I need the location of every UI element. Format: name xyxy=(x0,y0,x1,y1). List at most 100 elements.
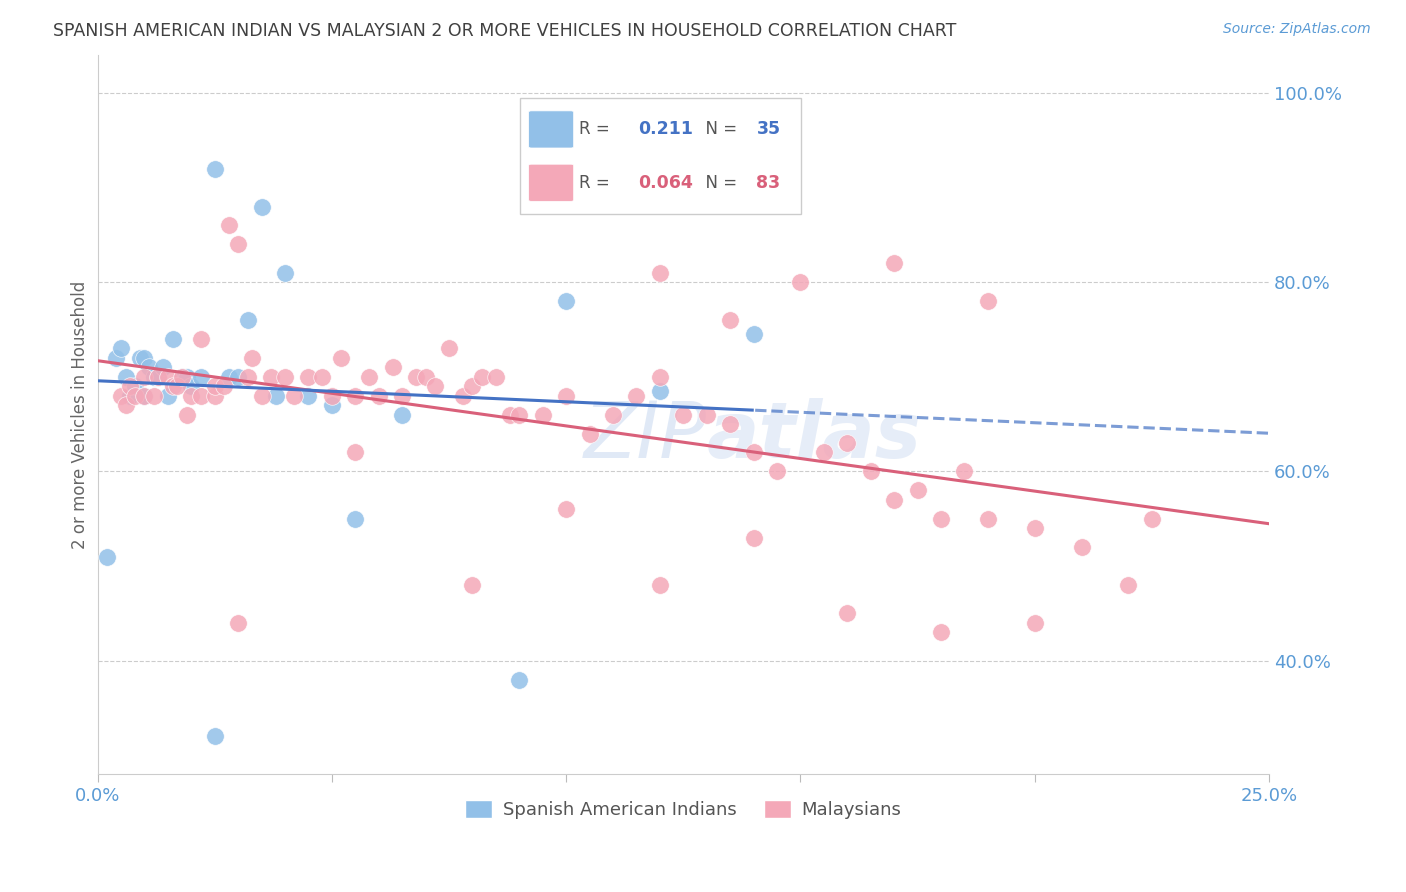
Point xyxy=(359,369,381,384)
Point xyxy=(142,369,165,384)
Point xyxy=(134,369,156,384)
Point xyxy=(204,161,226,176)
Point xyxy=(531,408,554,422)
Point xyxy=(344,389,367,403)
Point xyxy=(250,200,273,214)
Point xyxy=(461,578,484,592)
Point xyxy=(883,492,905,507)
Text: SPANISH AMERICAN INDIAN VS MALAYSIAN 2 OR MORE VEHICLES IN HOUSEHOLD CORRELATION: SPANISH AMERICAN INDIAN VS MALAYSIAN 2 O… xyxy=(53,22,957,40)
Point xyxy=(648,384,671,398)
Point xyxy=(1140,511,1163,525)
Point xyxy=(1024,521,1046,535)
Point xyxy=(813,445,835,459)
Point xyxy=(283,389,305,403)
Point xyxy=(96,549,118,564)
Point xyxy=(156,369,179,384)
Point xyxy=(344,511,367,525)
Point xyxy=(499,408,522,422)
Point xyxy=(204,729,226,743)
Point xyxy=(977,511,1000,525)
Text: 0.211: 0.211 xyxy=(638,120,693,138)
Point xyxy=(555,294,578,309)
Point xyxy=(344,445,367,459)
Point xyxy=(148,369,170,384)
Point xyxy=(128,351,150,365)
Point xyxy=(180,379,202,393)
Point xyxy=(134,389,156,403)
Point xyxy=(311,369,333,384)
Point xyxy=(330,351,353,365)
Text: Source: ZipAtlas.com: Source: ZipAtlas.com xyxy=(1223,22,1371,37)
Point xyxy=(152,360,174,375)
Point xyxy=(555,389,578,403)
Point xyxy=(555,502,578,516)
Point xyxy=(437,342,460,356)
Point xyxy=(212,379,235,393)
Point xyxy=(508,673,530,687)
Point xyxy=(148,369,170,384)
Point xyxy=(766,464,789,478)
Point xyxy=(166,379,188,393)
Point xyxy=(602,408,624,422)
Point xyxy=(742,445,765,459)
Point xyxy=(138,360,160,375)
Point xyxy=(180,389,202,403)
Point xyxy=(124,389,146,403)
Point xyxy=(120,389,142,403)
Point xyxy=(423,379,446,393)
Text: N =: N = xyxy=(695,174,742,192)
Point xyxy=(451,389,474,403)
Point xyxy=(321,389,343,403)
FancyBboxPatch shape xyxy=(529,164,574,202)
Text: ZIP: ZIP xyxy=(583,398,707,475)
Point xyxy=(274,369,297,384)
Point xyxy=(190,369,212,384)
Point xyxy=(1118,578,1140,592)
Point xyxy=(297,369,319,384)
Text: 0.064: 0.064 xyxy=(638,174,693,192)
Point xyxy=(405,369,427,384)
Point xyxy=(471,369,494,384)
Point xyxy=(236,313,259,327)
Point xyxy=(226,369,249,384)
Text: R =: R = xyxy=(579,120,616,138)
Point xyxy=(204,389,226,403)
Point xyxy=(124,379,146,393)
Point xyxy=(190,389,212,403)
Point xyxy=(162,332,184,346)
Point xyxy=(110,342,132,356)
Point xyxy=(260,369,283,384)
Point xyxy=(156,389,179,403)
Point xyxy=(110,389,132,403)
Point xyxy=(218,219,240,233)
Point xyxy=(274,266,297,280)
Point xyxy=(170,369,193,384)
Point xyxy=(1070,540,1092,554)
Point xyxy=(789,275,811,289)
Text: 83: 83 xyxy=(756,174,780,192)
Point xyxy=(226,615,249,630)
Point xyxy=(190,332,212,346)
Point xyxy=(672,408,695,422)
Point xyxy=(391,408,413,422)
Legend: Spanish American Indians, Malaysians: Spanish American Indians, Malaysians xyxy=(458,792,908,826)
Point xyxy=(381,360,404,375)
Point xyxy=(240,351,263,365)
Point xyxy=(648,578,671,592)
Point xyxy=(120,379,142,393)
Point xyxy=(114,398,136,412)
Point xyxy=(508,408,530,422)
Point xyxy=(134,389,156,403)
Point xyxy=(461,379,484,393)
Point xyxy=(626,389,648,403)
Point xyxy=(718,417,741,431)
Point xyxy=(415,369,437,384)
Text: N =: N = xyxy=(695,120,742,138)
Point xyxy=(367,389,389,403)
Point xyxy=(837,436,859,450)
Point xyxy=(742,531,765,545)
Point xyxy=(485,369,508,384)
Point xyxy=(170,369,193,384)
Point xyxy=(218,369,240,384)
Point xyxy=(204,379,226,393)
